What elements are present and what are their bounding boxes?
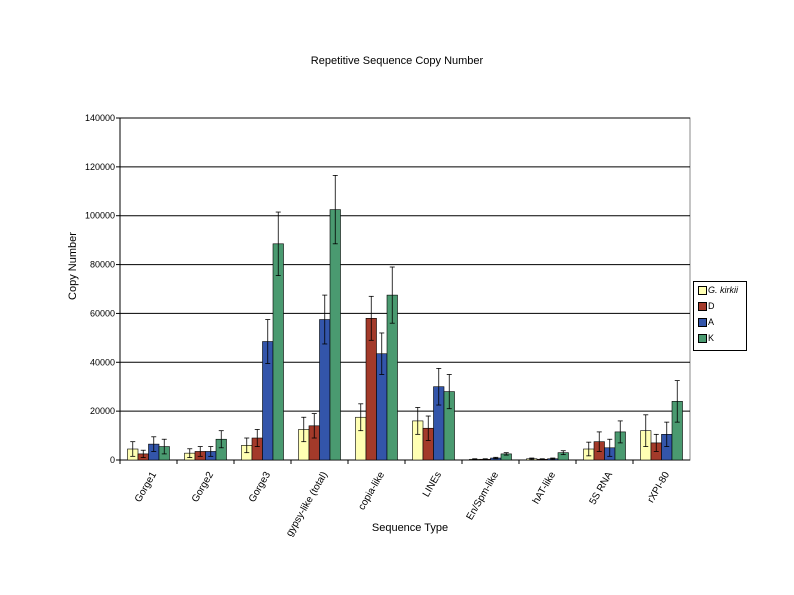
y-tick-label: 60000	[90, 308, 115, 318]
legend-swatch	[698, 286, 707, 295]
x-tick-label: Gorge2	[190, 470, 216, 505]
legend-label: G. kirkii	[708, 285, 738, 295]
y-tick-label: 40000	[90, 357, 115, 367]
legend-item: G. kirkii	[694, 282, 746, 298]
y-tick-label: 0	[110, 455, 115, 465]
legend: G. kirkii D A K	[693, 281, 747, 351]
y-tick-label: 140000	[85, 113, 115, 123]
legend-swatch	[698, 318, 707, 327]
legend-label: D	[708, 301, 715, 311]
x-tick-label: En/Spm-like	[465, 470, 502, 523]
legend-item: K	[694, 330, 746, 346]
y-tick-label: 100000	[85, 211, 115, 221]
x-tick-label: gypsy-like (total)	[284, 470, 330, 539]
chart-title: Repetitive Sequence Copy Number	[310, 55, 484, 67]
legend-swatch	[698, 302, 707, 311]
x-axis-label: Sequence Type	[371, 522, 449, 534]
y-tick-label: 120000	[85, 162, 115, 172]
plot-area	[119, 117, 691, 461]
x-tick-label: rXPI-80	[646, 470, 673, 505]
x-tick-label: hAT-like	[531, 470, 558, 507]
legend-label: K	[708, 333, 715, 343]
bar	[329, 209, 341, 461]
x-tick-label: Gorge3	[247, 470, 273, 505]
bar	[272, 243, 284, 461]
y-tick-label: 80000	[90, 260, 115, 270]
y-tick-label: 20000	[90, 406, 115, 416]
legend-swatch	[698, 334, 707, 343]
legend-item: A	[694, 314, 746, 330]
x-tick-label: copia-like	[356, 470, 387, 512]
legend-label: A	[708, 317, 715, 327]
x-tick-label: Gorge1	[133, 470, 159, 505]
x-tick-label: LINEs	[421, 470, 444, 499]
legend-item: D	[694, 298, 746, 314]
x-tick-label: 5S RNA	[588, 470, 616, 507]
